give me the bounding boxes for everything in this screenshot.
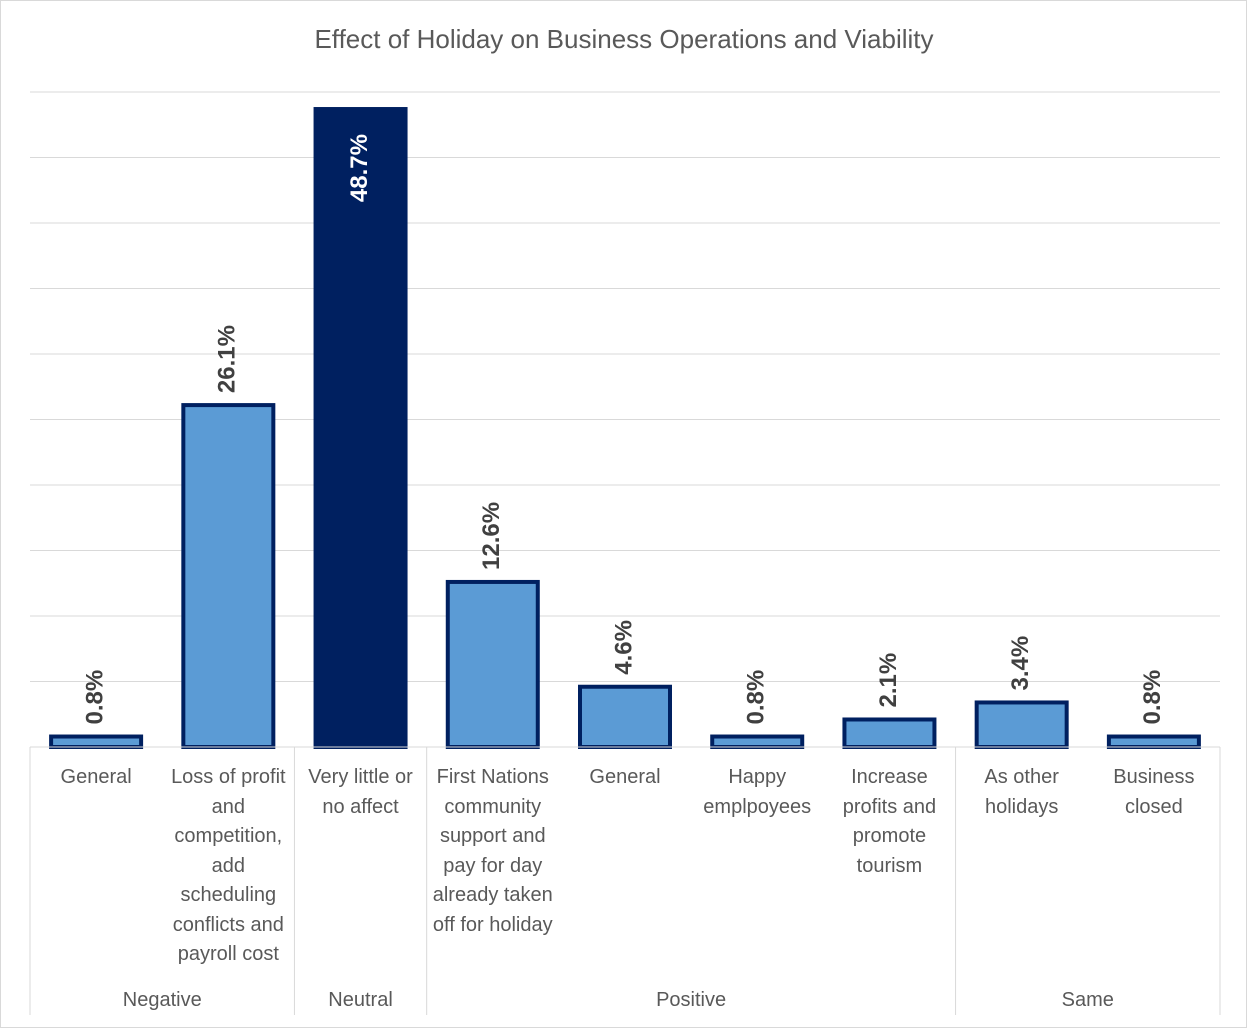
value-label: 4.6% (610, 620, 637, 675)
value-label: 12.6% (478, 502, 505, 570)
x-tick-label: As other holidays (984, 766, 1059, 818)
value-label: 0.8% (81, 670, 108, 725)
value-label: 26.1% (214, 325, 241, 393)
bar (578, 684, 672, 749)
x-tick-label: First Nations community support and pay … (432, 766, 553, 936)
bar (445, 579, 540, 749)
value-label: 0.8% (743, 670, 770, 725)
bar (313, 107, 408, 749)
x-tick-label: Increase profits and promote tourism (842, 766, 937, 877)
group-label: Neutral (328, 989, 393, 1011)
bar (710, 734, 805, 750)
x-tick-label: Loss of profit and competition, add sche… (171, 766, 286, 965)
value-label: 0.8% (1139, 670, 1166, 725)
value-label: 48.7% (346, 134, 373, 202)
x-tick-label: General (589, 766, 661, 788)
x-tick-label: General (60, 766, 132, 788)
bar (974, 700, 1069, 750)
group-label: Negative (122, 989, 202, 1011)
x-tick-label: Happy emplpoyees (703, 766, 812, 818)
value-label: 2.1% (875, 653, 902, 708)
x-tick-label: Business closed (1113, 766, 1195, 818)
group-label: Same (1061, 989, 1114, 1011)
bar (181, 403, 276, 749)
value-label: 3.4% (1007, 636, 1034, 691)
bar (842, 717, 937, 749)
group-label: Positive (656, 989, 727, 1011)
x-tick-label: Very little or no affect (308, 766, 413, 818)
bar (1106, 734, 1201, 750)
chart-title: Effect of Holiday on Business Operations… (314, 24, 933, 54)
bar (49, 734, 144, 750)
